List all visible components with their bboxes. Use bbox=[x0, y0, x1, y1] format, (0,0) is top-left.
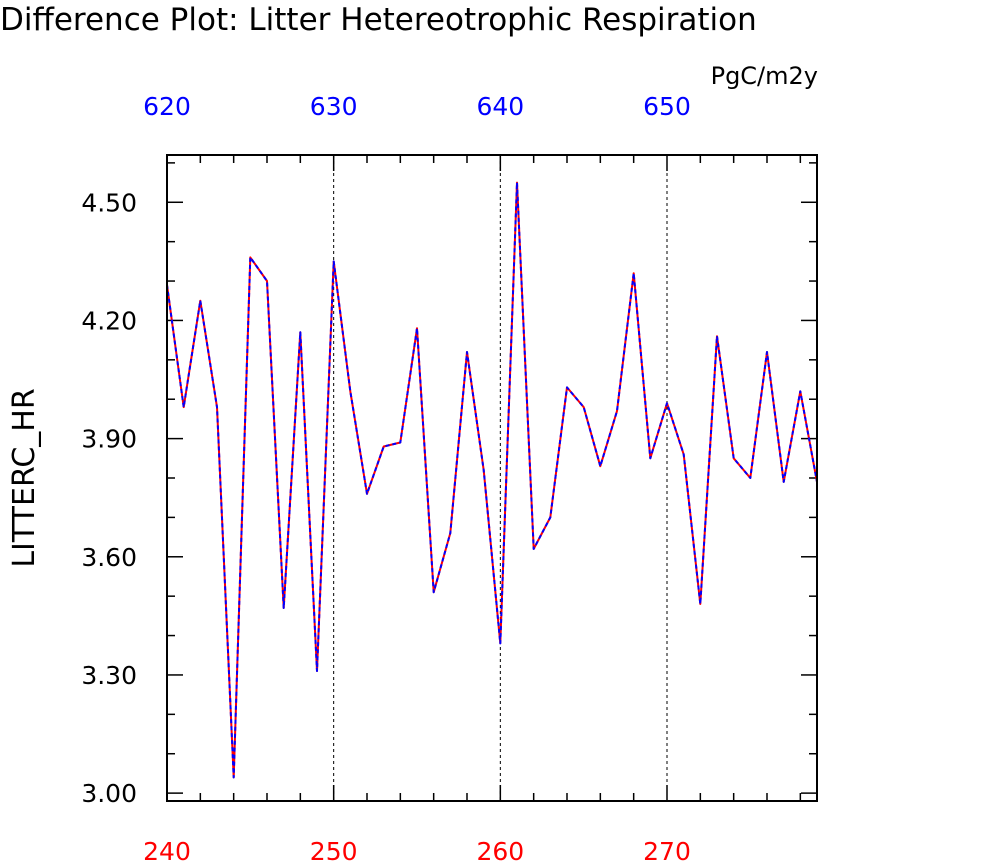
bottom-tick-label: 240 bbox=[143, 837, 191, 862]
y-tick-label: 4.20 bbox=[81, 306, 137, 335]
y-axis-label: LITTERC_HR bbox=[7, 388, 42, 567]
units-label: PgC/m2y bbox=[711, 62, 818, 90]
bottom-axis-tick-labels: 240 250 260 270 bbox=[143, 837, 691, 862]
y-tick-label: 3.00 bbox=[81, 779, 137, 808]
top-axis-tick-labels: 620 630 640 650 bbox=[143, 92, 691, 121]
vertical-gridlines bbox=[333, 155, 668, 801]
y-tick-label: 4.50 bbox=[81, 188, 137, 217]
bottom-tick-label: 250 bbox=[310, 837, 358, 862]
y-tick-label: 3.30 bbox=[81, 661, 137, 690]
y-tick-label: 3.90 bbox=[81, 425, 137, 454]
top-tick-label: 630 bbox=[310, 92, 358, 121]
series-line-2 bbox=[166, 181, 818, 779]
major-ticks bbox=[166, 155, 817, 801]
bottom-tick-label: 260 bbox=[476, 837, 524, 862]
top-tick-label: 620 bbox=[143, 92, 191, 121]
series-layer bbox=[166, 181, 818, 779]
minor-ticks bbox=[167, 155, 817, 801]
y-tick-label: 3.60 bbox=[81, 543, 137, 572]
series-line-1 bbox=[166, 181, 818, 779]
top-tick-label: 650 bbox=[643, 92, 691, 121]
top-tick-label: 640 bbox=[476, 92, 524, 121]
bottom-tick-label: 270 bbox=[643, 837, 691, 862]
y-axis-tick-labels: 3.00 3.30 3.60 3.90 4.20 4.50 bbox=[81, 188, 137, 808]
chart-title: Difference Plot: Litter Hetereotrophic R… bbox=[0, 2, 757, 38]
plot-frame bbox=[166, 154, 818, 802]
